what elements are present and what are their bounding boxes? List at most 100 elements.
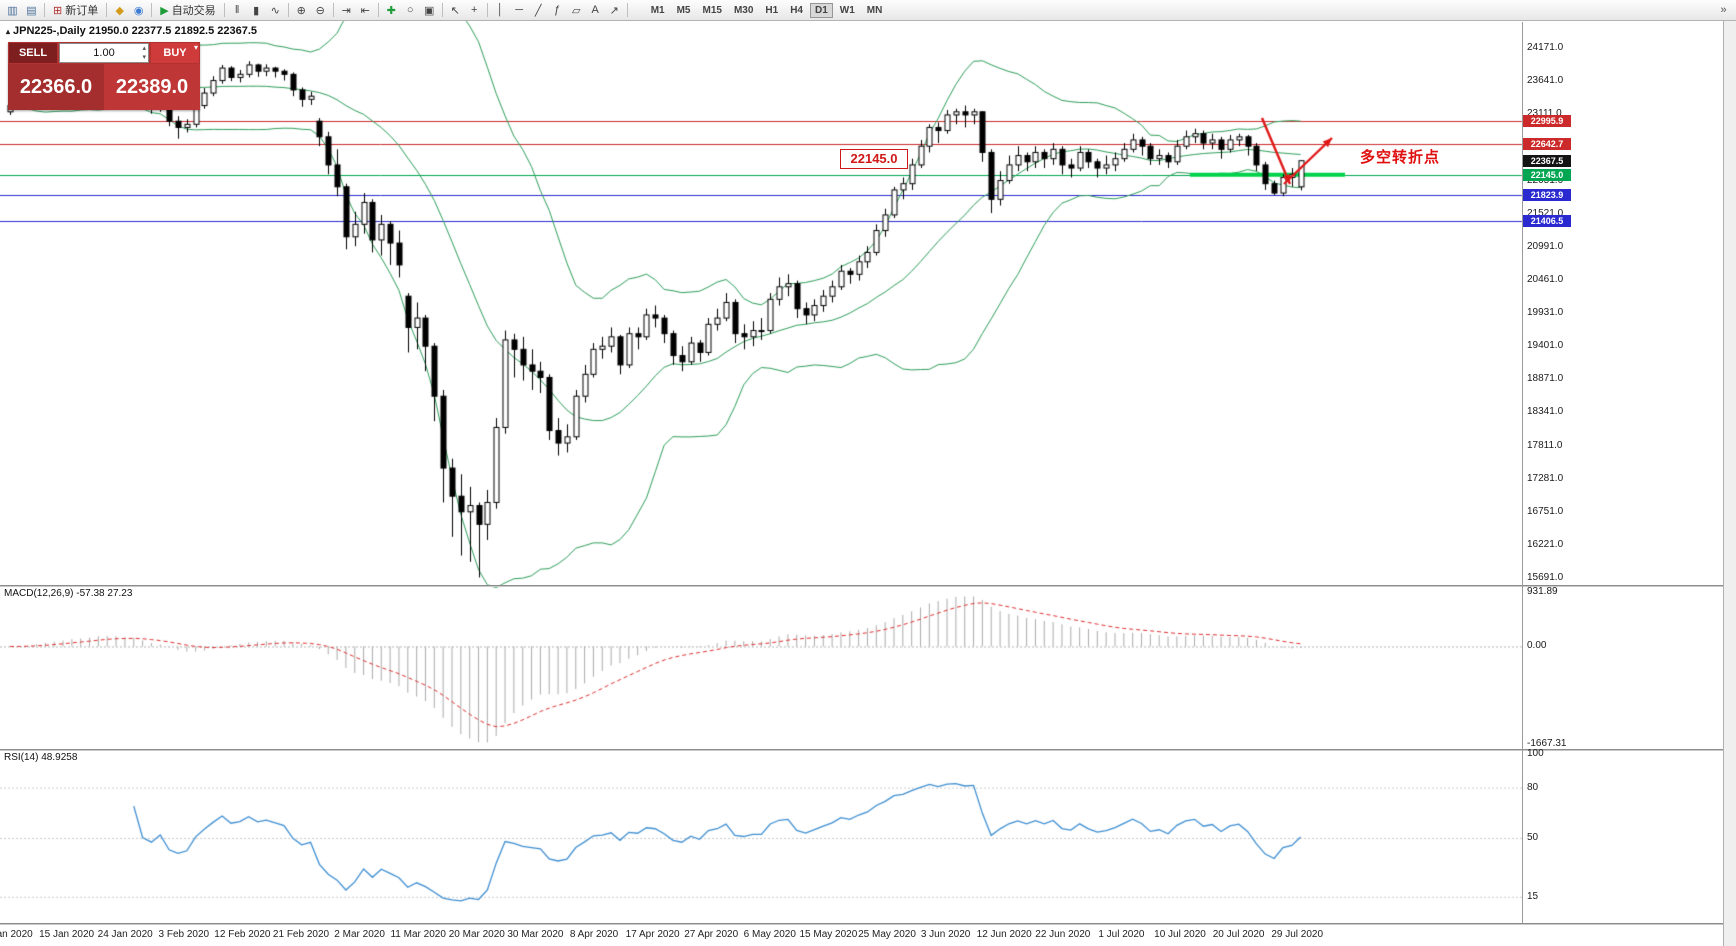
sell-button[interactable]: SELL xyxy=(9,43,57,63)
timeframe-m15[interactable]: M15 xyxy=(702,4,722,16)
new-order-glyph: ⊞ xyxy=(53,4,63,17)
autotrading-button[interactable]: ▶ 自动交易 xyxy=(155,2,220,19)
window-edge-strip xyxy=(1723,0,1736,946)
sell-price[interactable]: 22366.0 xyxy=(8,64,104,110)
x-axis-date-label: 2 Mar 2020 xyxy=(334,929,385,940)
line-chart-icon[interactable]: ∿ xyxy=(266,2,285,19)
x-axis-date-label: 17 Apr 2020 xyxy=(625,929,680,940)
new-chart-icon-glyph: ▥ xyxy=(7,4,18,17)
y-axis-label: 16751.0 xyxy=(1527,505,1564,517)
period-icon-glyph: ○ xyxy=(406,4,414,16)
buy-button[interactable]: BUY xyxy=(151,43,199,63)
panel-separator[interactable] xyxy=(0,585,1736,587)
trendline-icon-glyph: ╱ xyxy=(534,4,542,17)
auto-scroll-icon-glyph: ⇥ xyxy=(341,4,351,17)
pivot-annotation-text[interactable]: 多空转折点 xyxy=(1360,149,1441,166)
x-axis-date-label: 1 Jul 2020 xyxy=(1098,929,1145,940)
hline-price-tag[interactable]: 22145.0 xyxy=(1523,168,1571,181)
shapes-icon-glyph: ▱ xyxy=(571,4,581,17)
volume-stepper-icon[interactable]: ▴ ▾ xyxy=(142,44,146,62)
one-click-trading-panel: SELL 1.00 ▴ ▾ BUY 22366.0 22389.0 ▾ xyxy=(8,42,200,110)
y-axis-label: 23111.0 xyxy=(1527,108,1562,120)
y-axis-label: 15691.0 xyxy=(1527,572,1564,583)
x-axis-date-label: 3 Jun 2020 xyxy=(920,929,971,940)
timeframe-m30[interactable]: M30 xyxy=(733,4,754,16)
auto-scroll-icon[interactable]: ⇥ xyxy=(337,2,356,19)
y-axis-label: 17811.0 xyxy=(1527,439,1563,451)
timeframe-h1[interactable]: H1 xyxy=(765,4,779,16)
hline-price-tag[interactable]: 22642.7 xyxy=(1523,137,1571,150)
timeframe-w1[interactable]: W1 xyxy=(839,4,855,16)
volume-up-icon[interactable]: ▴ xyxy=(142,45,146,52)
panel-options-icon[interactable]: ▾ xyxy=(193,43,198,52)
buy-price[interactable]: 22389.0 xyxy=(104,64,200,110)
templates-icon[interactable]: ▣ xyxy=(420,2,439,19)
crosshair-icon[interactable]: + xyxy=(465,2,484,19)
x-axis-date-label: 12 Feb 2020 xyxy=(214,929,271,940)
timeframe-m1[interactable]: M1 xyxy=(650,4,665,16)
autotrading-glyph: ▶ xyxy=(160,4,169,17)
mql5-market-icon[interactable]: ◆ xyxy=(110,2,129,19)
x-axis-date-label: 15 Jan 2020 xyxy=(39,929,95,940)
timeframe-m5[interactable]: M5 xyxy=(676,4,691,16)
toolbar-overflow-icon[interactable]: » xyxy=(1714,2,1733,19)
y-axis-label: 19931.0 xyxy=(1527,307,1564,318)
arrow-objects-icon[interactable]: ↗ xyxy=(605,2,624,19)
indicators-icon[interactable]: ✚ xyxy=(382,2,401,19)
zoom-in-icon[interactable]: ⊕ xyxy=(292,2,311,19)
hline-price-tag[interactable]: 21406.5 xyxy=(1523,214,1571,227)
text-label-icon-glyph: A xyxy=(591,4,599,16)
arrow-objects-icon-glyph: ↗ xyxy=(609,4,619,17)
macd-axis-label: -1667.31 xyxy=(1527,738,1567,749)
x-axis-date-label: 29 Jul 2020 xyxy=(1271,929,1324,940)
trade-panel-controls: SELL 1.00 ▴ ▾ BUY xyxy=(8,42,200,64)
cursor-icon[interactable]: ↖ xyxy=(446,2,465,19)
current-price-tag: 22367.5 xyxy=(1523,154,1571,167)
horizontal-line-icon[interactable]: ─ xyxy=(510,2,529,19)
community-icon[interactable]: ◉ xyxy=(129,2,148,19)
rsi-axis-label: 15 xyxy=(1527,890,1539,902)
zoom-out-icon-glyph: ⊖ xyxy=(315,4,325,17)
toolbar-separator xyxy=(44,3,45,17)
zoom-out-icon[interactable]: ⊖ xyxy=(311,2,330,19)
fibonacci-icon[interactable]: ƒ xyxy=(548,2,567,19)
trendline-icon[interactable]: ╱ xyxy=(529,2,548,19)
timeframe-toolbar: M1 M5 M15 M30 H1 H4 D1 W1 MN xyxy=(645,2,889,18)
volume-down-icon[interactable]: ▾ xyxy=(142,54,146,61)
crosshair-icon-glyph: + xyxy=(470,4,478,16)
period-icon[interactable]: ○ xyxy=(401,2,420,19)
timeframe-mn[interactable]: MN xyxy=(866,4,883,16)
vertical-line-icon[interactable]: │ xyxy=(491,2,510,19)
bars-chart-icon[interactable]: ‖ xyxy=(228,2,247,19)
timeframe-d1[interactable]: D1 xyxy=(810,2,833,18)
new-order-button[interactable]: ⊞ 新订单 xyxy=(48,2,103,19)
timeframe-h4[interactable]: H4 xyxy=(790,4,803,16)
chart-shift-icon[interactable]: ⇤ xyxy=(356,2,375,19)
top-toolbar: ▥ ▤ ⊞ 新订单 ◆ ◉ ▶ 自动交易 ‖ ▮ ∿ ⊕ ⊖ ⇥ ⇤ ✚ ○ ▣ ↖ + │ ─ ╱ ƒ ▱ A ↗ M1 M5 M15 M… xyxy=(0,0,1736,21)
x-axis-date-label: 11 Mar 2020 xyxy=(390,929,446,940)
toolbar-separator xyxy=(486,3,488,17)
candles-chart-icon[interactable]: ▮ xyxy=(247,2,266,19)
text-label-icon[interactable]: A xyxy=(586,2,605,19)
hline-price-tag[interactable]: 22995.9 xyxy=(1523,115,1571,128)
x-axis-date-label: 20 Mar 2020 xyxy=(448,929,505,940)
price-annotation-box[interactable]: 22145.0 xyxy=(840,149,908,169)
toolbar-separator xyxy=(332,3,334,17)
panel-separator[interactable] xyxy=(0,923,1736,925)
x-axis-date-label: 20 Jul 2020 xyxy=(1212,929,1265,940)
volume-input[interactable]: 1.00 ▴ ▾ xyxy=(59,43,149,63)
panel-separator[interactable] xyxy=(0,749,1736,751)
new-chart-icon[interactable]: ▥ xyxy=(3,2,22,19)
vertical-line-icon-glyph: │ xyxy=(496,4,504,16)
hline-price-tag[interactable]: 21823.9 xyxy=(1523,188,1571,201)
toolbar-separator xyxy=(151,3,153,17)
panel-toggle-icon[interactable]: ▴ xyxy=(6,27,11,36)
shapes-icon[interactable]: ▱ xyxy=(567,2,586,19)
profiles-icon[interactable]: ▤ xyxy=(22,2,41,19)
toolbar-separator xyxy=(106,3,108,17)
price-axis-divider[interactable] xyxy=(1522,22,1523,923)
x-axis-date-label: 12 Jun 2020 xyxy=(976,929,1032,940)
